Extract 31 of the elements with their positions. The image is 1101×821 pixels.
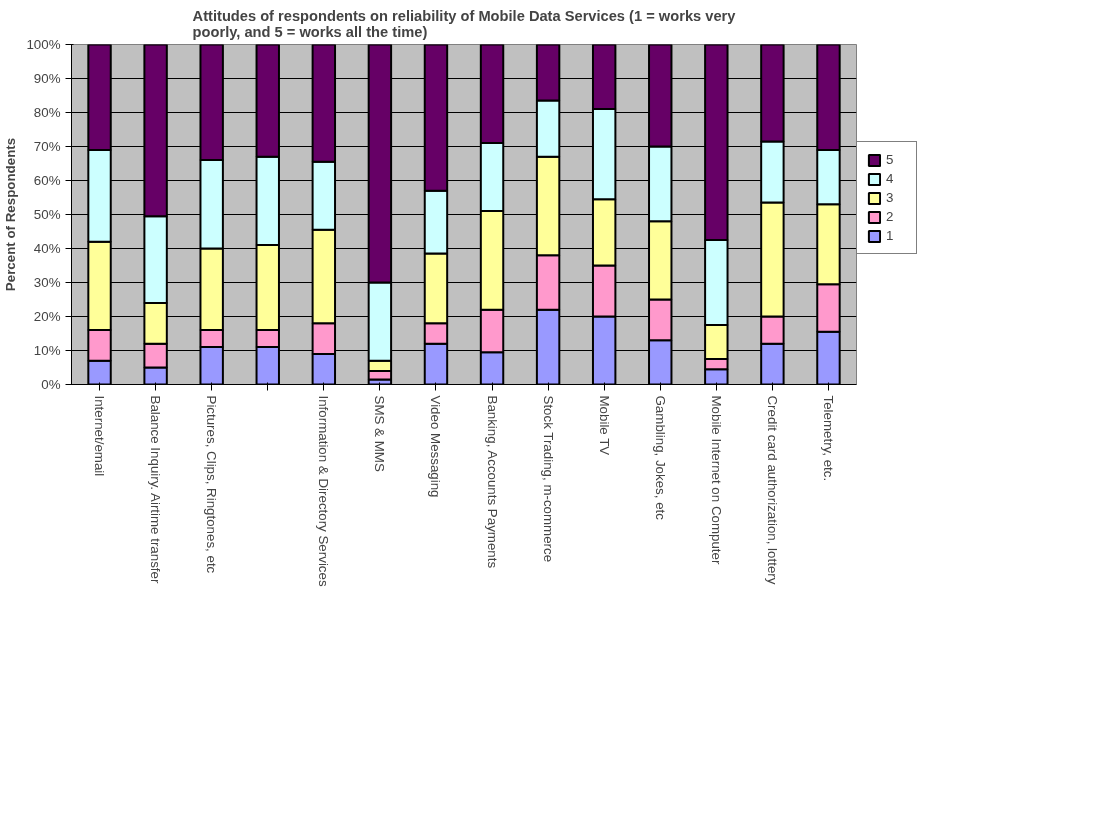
y-tick-label: 30% [33, 275, 61, 290]
x-tick-label: Gambling, Jokes, etc [652, 395, 668, 521]
x-tick-label: SMS & MMS [372, 395, 388, 472]
y-tick-label: 10% [33, 343, 61, 358]
y-tick-label: 50% [33, 207, 61, 222]
y-tick-label: 100% [26, 37, 61, 52]
x-tick-label: Telemetry, etc. [820, 395, 836, 482]
legend-label: 2 [886, 209, 895, 224]
x-tick-label: Mobile Internet on Computer [708, 395, 724, 565]
y-tick-label: 80% [33, 105, 61, 120]
x-tick-label: Pictures, Clips, Ringtones, etc [204, 395, 220, 574]
y-tick-label: 0% [41, 377, 61, 392]
chart-title: Attitudes of respondents on reliability of Mobile Data Services (1 = works very poorly, and 5 = works all the time) [192, 7, 737, 40]
legend-label: 5 [886, 152, 895, 167]
y-tick-label: 70% [33, 139, 61, 154]
y-tick-label: 60% [33, 173, 61, 188]
x-tick-label: Balance Inquiry. Airtime transfer [148, 395, 164, 584]
legend-label: 3 [886, 190, 895, 205]
x-tick-label: Credit card authorization, lottery [764, 395, 780, 585]
y-axis-title: Percent of Respondents [3, 137, 19, 292]
x-tick-label: Mobile TV [596, 395, 612, 456]
x-tick-label: Video Messaging [428, 395, 444, 498]
x-tick-label: Information & Directory Services [316, 395, 332, 587]
legend-label: 4 [886, 171, 895, 186]
y-tick-label: 90% [33, 71, 61, 86]
x-tick-label: Internet/email [92, 395, 108, 477]
y-tick-label: 40% [33, 241, 61, 256]
y-tick-label: 20% [33, 309, 61, 324]
x-tick-label: Banking, Accounts Payments [484, 395, 500, 569]
x-tick-label: Stock Trading, m-commerce [540, 395, 556, 563]
legend-label: 1 [886, 228, 895, 243]
